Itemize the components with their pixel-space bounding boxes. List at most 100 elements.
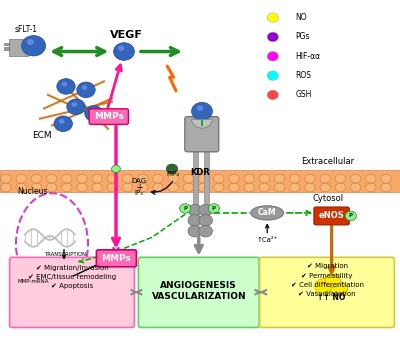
Circle shape — [22, 36, 46, 56]
Circle shape — [325, 274, 340, 287]
Circle shape — [381, 183, 391, 192]
Text: ✔ Migration/invasion: ✔ Migration/invasion — [36, 265, 108, 271]
Circle shape — [381, 174, 391, 183]
Circle shape — [366, 174, 376, 183]
Circle shape — [214, 174, 224, 183]
Circle shape — [92, 174, 102, 183]
FancyBboxPatch shape — [138, 257, 259, 327]
Circle shape — [335, 174, 346, 183]
Bar — [4, 43, 9, 45]
Text: ✔ Permeability: ✔ Permeability — [302, 273, 353, 279]
Circle shape — [315, 279, 333, 294]
Text: VEGF: VEGF — [110, 29, 142, 40]
Text: GSH: GSH — [295, 91, 312, 99]
Circle shape — [1, 183, 11, 192]
Circle shape — [168, 183, 178, 192]
FancyBboxPatch shape — [185, 117, 219, 152]
Text: ANGIOGENESIS: ANGIOGENESIS — [160, 281, 237, 290]
Circle shape — [62, 82, 67, 86]
Text: PGs: PGs — [295, 33, 310, 41]
Text: P: P — [212, 206, 216, 211]
Text: KDR: KDR — [190, 168, 210, 177]
Circle shape — [320, 174, 330, 183]
Circle shape — [366, 183, 376, 192]
Text: Extracellular: Extracellular — [302, 157, 354, 165]
Circle shape — [345, 211, 356, 221]
Circle shape — [107, 183, 118, 192]
Text: Cytosol: Cytosol — [312, 194, 344, 203]
Ellipse shape — [251, 206, 284, 220]
Circle shape — [267, 90, 278, 100]
Circle shape — [77, 183, 87, 192]
Circle shape — [188, 215, 202, 226]
Text: VASCULARIZATION: VASCULARIZATION — [152, 292, 246, 301]
Circle shape — [208, 204, 220, 213]
Circle shape — [199, 215, 212, 226]
Circle shape — [274, 174, 285, 183]
Circle shape — [183, 183, 194, 192]
FancyBboxPatch shape — [89, 109, 128, 124]
Wedge shape — [192, 119, 212, 128]
Circle shape — [85, 106, 103, 121]
Circle shape — [138, 174, 148, 183]
Circle shape — [244, 183, 254, 192]
Circle shape — [199, 225, 212, 237]
Circle shape — [166, 164, 178, 174]
Text: ↑Ca²⁺: ↑Ca²⁺ — [256, 237, 278, 243]
Text: MMPs: MMPs — [94, 112, 124, 121]
Circle shape — [1, 174, 11, 183]
Circle shape — [16, 183, 26, 192]
Circle shape — [112, 165, 120, 173]
Circle shape — [198, 174, 209, 183]
Circle shape — [107, 174, 118, 183]
Circle shape — [188, 204, 202, 216]
Circle shape — [331, 282, 348, 296]
Text: CaM: CaM — [258, 208, 276, 217]
Circle shape — [77, 174, 87, 183]
Circle shape — [57, 79, 75, 94]
Circle shape — [54, 116, 72, 132]
FancyBboxPatch shape — [260, 257, 394, 327]
Circle shape — [267, 13, 278, 22]
Circle shape — [138, 183, 148, 192]
Text: MMP-mRNA: MMP-mRNA — [17, 279, 48, 284]
Bar — [9, 39, 28, 56]
Circle shape — [31, 174, 42, 183]
Circle shape — [122, 174, 133, 183]
Bar — [0, 170, 400, 192]
Circle shape — [350, 174, 361, 183]
Text: ↑↑ NO: ↑↑ NO — [318, 293, 346, 302]
Circle shape — [153, 183, 163, 192]
Text: PIP₃: PIP₃ — [166, 171, 179, 177]
Circle shape — [192, 102, 212, 120]
Circle shape — [350, 183, 361, 192]
Circle shape — [27, 39, 34, 45]
Circle shape — [267, 52, 278, 61]
Circle shape — [305, 183, 315, 192]
Text: ✔ Migration: ✔ Migration — [307, 263, 348, 270]
Circle shape — [168, 174, 178, 183]
Text: ✔ Vasodilatation: ✔ Vasodilatation — [298, 291, 356, 297]
Text: DAG: DAG — [132, 178, 147, 184]
Circle shape — [188, 225, 202, 237]
Circle shape — [114, 43, 134, 60]
Circle shape — [59, 119, 64, 124]
Circle shape — [197, 105, 203, 111]
Circle shape — [229, 174, 239, 183]
Circle shape — [118, 45, 124, 51]
Text: ECM: ECM — [32, 131, 52, 140]
Bar — [204, 149, 209, 215]
Circle shape — [183, 174, 194, 183]
Text: ✔ Apoptosis: ✔ Apoptosis — [51, 283, 93, 289]
Text: TRANSCRIPTION: TRANSCRIPTION — [45, 252, 87, 257]
Circle shape — [46, 183, 57, 192]
Text: +: + — [136, 183, 142, 192]
Text: HIF-αα: HIF-αα — [295, 52, 320, 61]
Circle shape — [72, 102, 77, 107]
Circle shape — [214, 183, 224, 192]
Circle shape — [153, 174, 163, 183]
Circle shape — [16, 174, 26, 183]
Circle shape — [267, 32, 278, 42]
FancyBboxPatch shape — [96, 250, 136, 267]
Circle shape — [46, 174, 57, 183]
